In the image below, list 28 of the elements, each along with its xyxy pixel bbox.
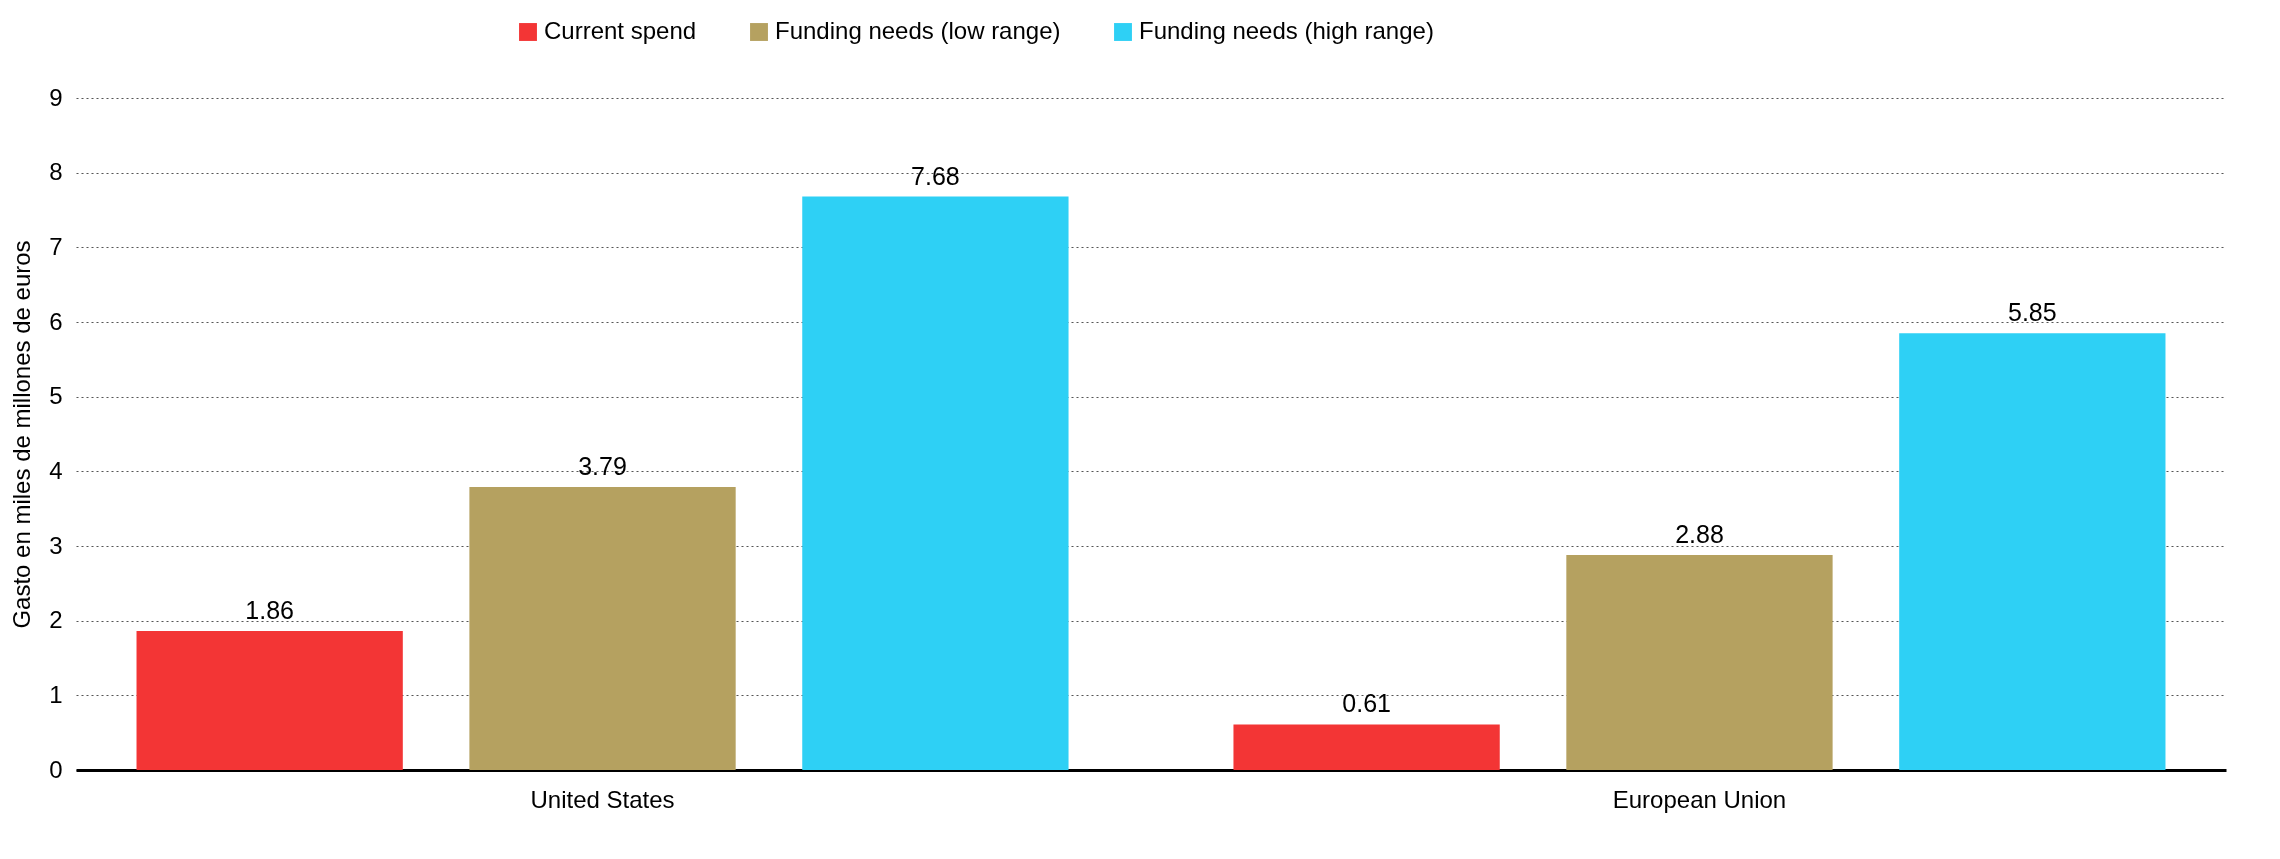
y-tick-label: 3 bbox=[49, 531, 63, 559]
data-label: 5.85 bbox=[2008, 298, 2057, 327]
y-tick-label: 1 bbox=[49, 680, 63, 708]
y-tick-label: 8 bbox=[49, 158, 63, 186]
y-tick-label: 4 bbox=[49, 456, 63, 484]
y-tick-label: 2 bbox=[49, 606, 63, 634]
y-axis-title: Gasto en miles de millones de euros bbox=[8, 240, 36, 629]
x-tick-label: European Union bbox=[1612, 785, 1787, 813]
x-tick-label: United States bbox=[530, 785, 675, 813]
bar bbox=[469, 487, 736, 770]
y-tick-label: 7 bbox=[49, 232, 63, 260]
data-label: 1.86 bbox=[245, 596, 294, 625]
data-label: 7.68 bbox=[911, 161, 960, 190]
bar bbox=[802, 196, 1069, 770]
data-label: 2.88 bbox=[1675, 519, 1724, 548]
data-label: 3.79 bbox=[578, 452, 627, 481]
bar bbox=[1566, 554, 1833, 770]
bar bbox=[136, 631, 403, 770]
y-tick-label: 6 bbox=[49, 307, 63, 335]
legend-label: Current spend bbox=[544, 17, 697, 44]
data-label: 0.61 bbox=[1342, 689, 1391, 718]
legend-label: Funding needs (low range) bbox=[775, 17, 1061, 44]
legend-label: Funding needs (high range) bbox=[1139, 17, 1434, 44]
y-tick-label: 0 bbox=[49, 755, 63, 783]
y-tick-label: 5 bbox=[49, 382, 63, 410]
bar bbox=[1899, 333, 2166, 770]
y-tick-label: 9 bbox=[49, 83, 63, 111]
bar bbox=[1233, 724, 1500, 770]
